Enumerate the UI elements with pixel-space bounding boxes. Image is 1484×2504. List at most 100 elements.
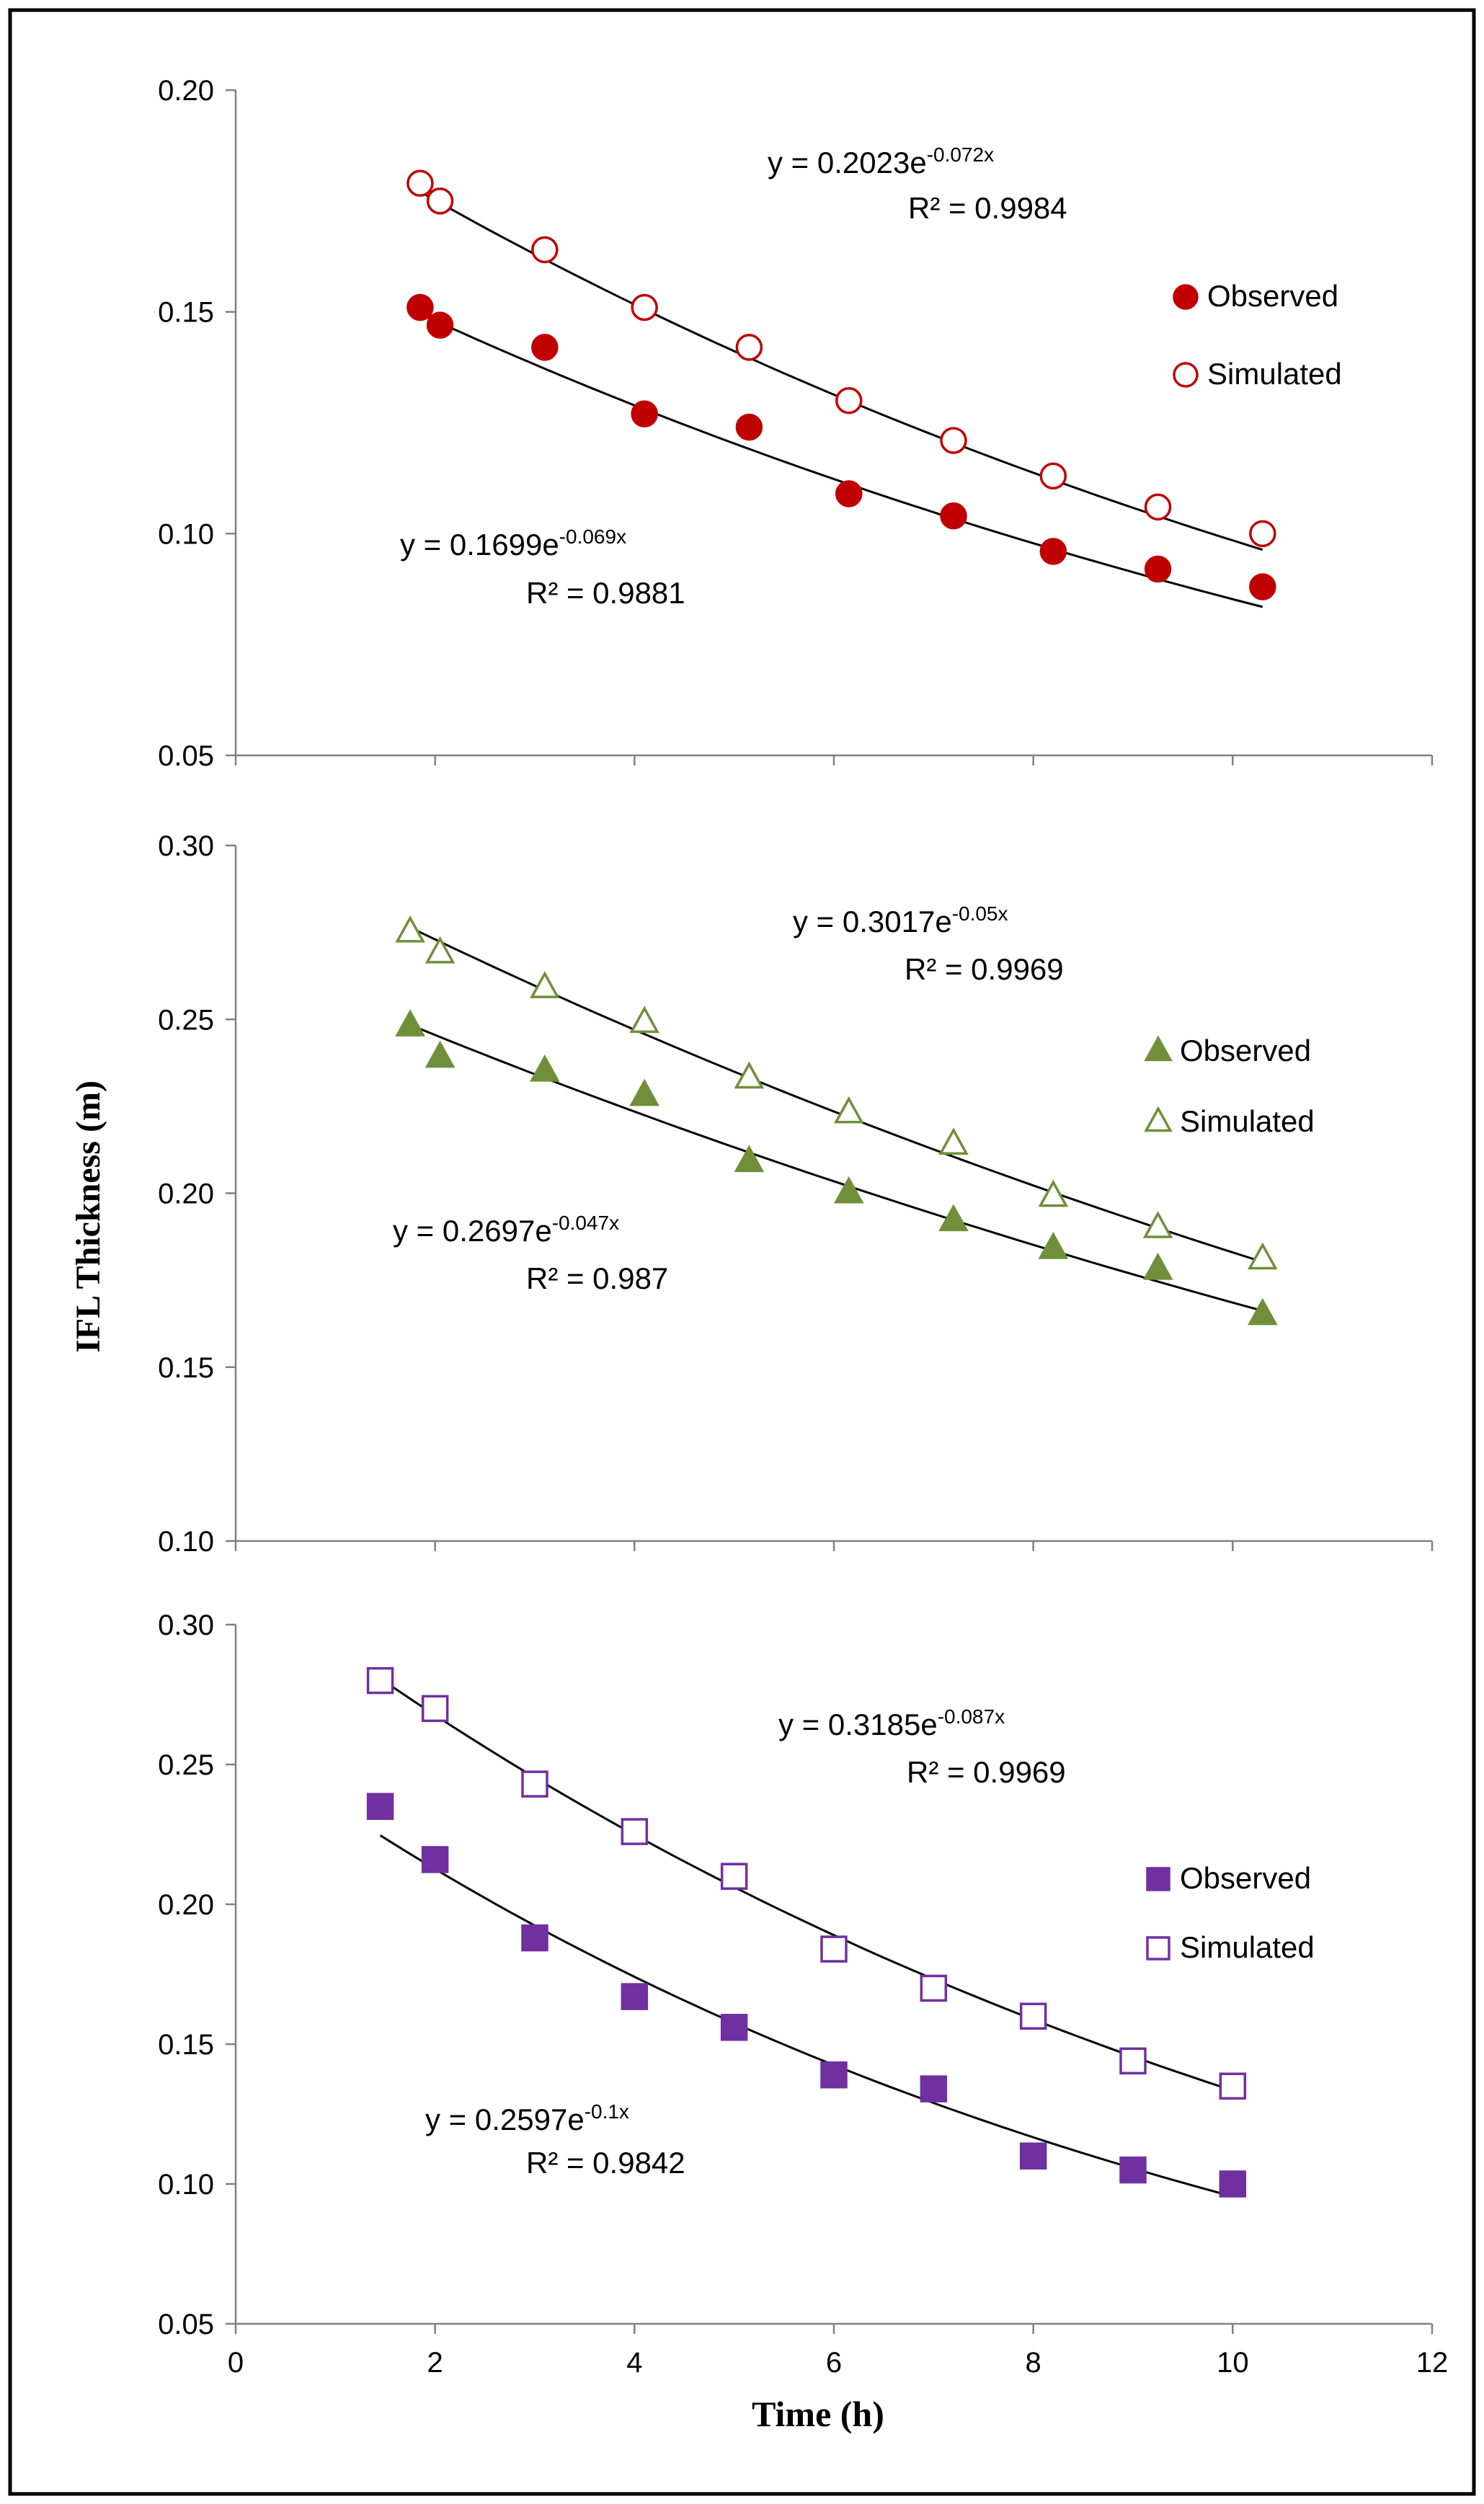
legend-item-observed: Observed: [1146, 1861, 1311, 1895]
data-point-observed: [938, 1204, 969, 1232]
data-point-simulated: [530, 971, 560, 998]
y-tick-label: 0.15: [158, 2029, 214, 2061]
trend-equation: y = 0.2697e-0.047x: [393, 1212, 619, 1248]
data-point-simulated: [521, 1770, 548, 1798]
data-point-simulated: [1142, 1211, 1173, 1238]
data-point-observed: [835, 480, 863, 507]
legend-item-simulated: Simulated: [1146, 1930, 1315, 1964]
data-point-observed: [1144, 555, 1172, 583]
data-point-observed: [1038, 1232, 1069, 1259]
trend-equation: y = 0.1699e-0.069x: [400, 525, 626, 561]
trend-equation: y = 0.3017e-0.05x: [793, 902, 1008, 938]
r-squared-label: R² = 0.9842: [526, 2146, 685, 2180]
data-point-observed: [530, 1054, 560, 1082]
data-point-simulated: [940, 427, 967, 454]
legend-item-observed: Observed: [1144, 1034, 1311, 1067]
data-point-observed: [1219, 2170, 1247, 2198]
legend-marker: [1146, 1936, 1170, 1961]
data-point-simulated: [621, 1818, 649, 1845]
data-point-simulated: [1039, 462, 1067, 490]
data-point-simulated: [1249, 520, 1276, 548]
data-point-simulated: [629, 1005, 659, 1034]
chart-panel-1: 0.20 0.15 0.10 0.05 y = 0.1699e-0.069x R² = 0…: [158, 75, 1434, 772]
x-tick-label: 8: [1026, 2347, 1041, 2379]
data-point-observed: [406, 293, 434, 321]
legend-label: Simulated: [1180, 1930, 1315, 1964]
legend-label: Simulated: [1207, 357, 1342, 391]
data-point-simulated: [1038, 1179, 1069, 1207]
data-point-simulated: [1144, 493, 1172, 521]
data-point-simulated: [426, 187, 454, 215]
data-point-simulated: [631, 293, 658, 321]
data-point-observed: [629, 1078, 659, 1106]
data-point-simulated: [421, 1695, 449, 1723]
data-point-observed: [621, 1983, 649, 2010]
data-point-simulated: [833, 1096, 864, 1124]
data-point-simulated: [1019, 2002, 1047, 2030]
x-tick-label: 0: [228, 2347, 244, 2379]
y-tick-label: 0.30: [158, 830, 214, 862]
y-tick-label: 0.05: [158, 740, 214, 772]
x-tick-label: 12: [1416, 2347, 1449, 2379]
data-point-simulated: [1119, 2047, 1147, 2075]
chart-panel-3: 0.30 0.25 0.20 0.15 0.10 0.05 0 2 4 6 8 10 12 y = 0.2…: [158, 1610, 1448, 2379]
data-point-observed: [940, 502, 967, 530]
data-point-observed: [425, 1040, 456, 1068]
data-point-observed: [1019, 2142, 1047, 2170]
chart-panel-2: 0.30 0.25 0.20 0.15 0.10 y = 0.2697e-0.047x R²…: [158, 830, 1434, 1558]
trendline-simulated: [379, 1677, 1233, 2092]
legend-label: Observed: [1207, 279, 1338, 313]
y-tick-label: 0.25: [158, 1004, 214, 1036]
legend-item-simulated: Simulated: [1144, 1104, 1315, 1138]
data-point-simulated: [835, 386, 863, 414]
data-point-observed: [1142, 1253, 1173, 1280]
r-squared-label: R² = 0.9984: [908, 191, 1067, 225]
x-tick-label: 4: [626, 2347, 642, 2379]
data-point-observed: [734, 1145, 765, 1173]
trendline-observed: [419, 313, 1263, 608]
y-tick-label: 0.10: [158, 518, 214, 550]
data-point-simulated: [720, 1863, 748, 1890]
data-point-observed: [395, 1009, 425, 1036]
r-squared-label: R² = 0.9969: [907, 1755, 1066, 1789]
y-tick-label: 0.10: [158, 2169, 214, 2201]
data-point-observed: [631, 400, 658, 427]
data-point-observed: [1248, 1297, 1278, 1326]
data-point-simulated: [938, 1127, 969, 1155]
data-point-simulated: [425, 936, 456, 964]
data-point-simulated: [734, 1061, 765, 1089]
y-tick-label: 0.05: [158, 2309, 214, 2340]
legend-label: Simulated: [1180, 1104, 1315, 1138]
data-point-simulated: [406, 169, 434, 197]
data-point-simulated: [1219, 2072, 1247, 2100]
y-tick-label: 0.15: [158, 1352, 214, 1384]
data-point-simulated: [531, 236, 559, 264]
data-point-observed: [833, 1176, 864, 1204]
x-axis-title: Time (h): [752, 2394, 884, 2434]
legend-marker: [1144, 1035, 1173, 1062]
y-tick-label: 0.20: [158, 1178, 214, 1210]
y-axis-title: IFL Thickness (m): [69, 1080, 107, 1353]
data-point-observed: [820, 2061, 848, 2089]
trend-equation: y = 0.2597e-0.1x: [425, 2100, 629, 2136]
data-point-observed: [720, 2013, 748, 2041]
y-tick-label: 0.30: [158, 1610, 214, 1641]
r-squared-label: R² = 0.9969: [905, 952, 1064, 986]
data-point-observed: [1119, 2156, 1147, 2184]
chart-panels: 0.20 0.15 0.10 0.05 y = 0.1699e-0.069x R² = 0…: [158, 75, 1448, 2379]
y-tick-label: 0.20: [158, 75, 214, 107]
x-tick-label: 6: [826, 2347, 842, 2379]
legend-marker: [1146, 1867, 1170, 1891]
data-point-simulated: [920, 1974, 948, 2002]
legend-item-observed: Observed: [1173, 279, 1338, 313]
legend-marker: [1144, 1106, 1173, 1132]
data-point-simulated: [366, 1666, 394, 1695]
x-tick-label: 2: [427, 2347, 443, 2379]
legend-label: Observed: [1180, 1034, 1311, 1067]
data-point-observed: [531, 334, 559, 361]
legend-label: Observed: [1180, 1861, 1311, 1895]
data-point-observed: [735, 413, 763, 441]
data-point-simulated: [735, 334, 763, 361]
legend-item-simulated: Simulated: [1173, 357, 1342, 391]
